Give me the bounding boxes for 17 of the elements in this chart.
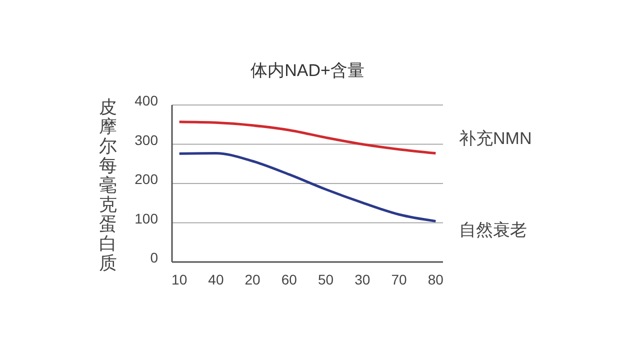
y-tick-label: 0 <box>150 250 158 266</box>
text: 皮摩尔每毫克蛋白质 <box>99 96 117 273</box>
y-tick-label: 300 <box>134 132 158 148</box>
x-tick-label: 70 <box>391 272 408 288</box>
x-tick-label: 30 <box>354 272 370 288</box>
y-tick-label: 400 <box>134 92 158 109</box>
series-label: 自然衰老 <box>459 220 527 240</box>
x-tick-label: 80 <box>428 272 444 288</box>
x-tick-label: 20 <box>244 272 261 288</box>
y-tick-label: 100 <box>134 210 158 226</box>
x-tick-label: 10 <box>172 272 188 288</box>
chart-title: 体内NAD+含量 <box>250 61 364 80</box>
series-label: 补充NMN <box>459 128 532 148</box>
x-tick-label: 50 <box>318 272 334 288</box>
x-tick-label: 40 <box>208 272 224 288</box>
x-tick-label: 60 <box>281 272 298 288</box>
y-tick-label: 200 <box>134 171 158 188</box>
